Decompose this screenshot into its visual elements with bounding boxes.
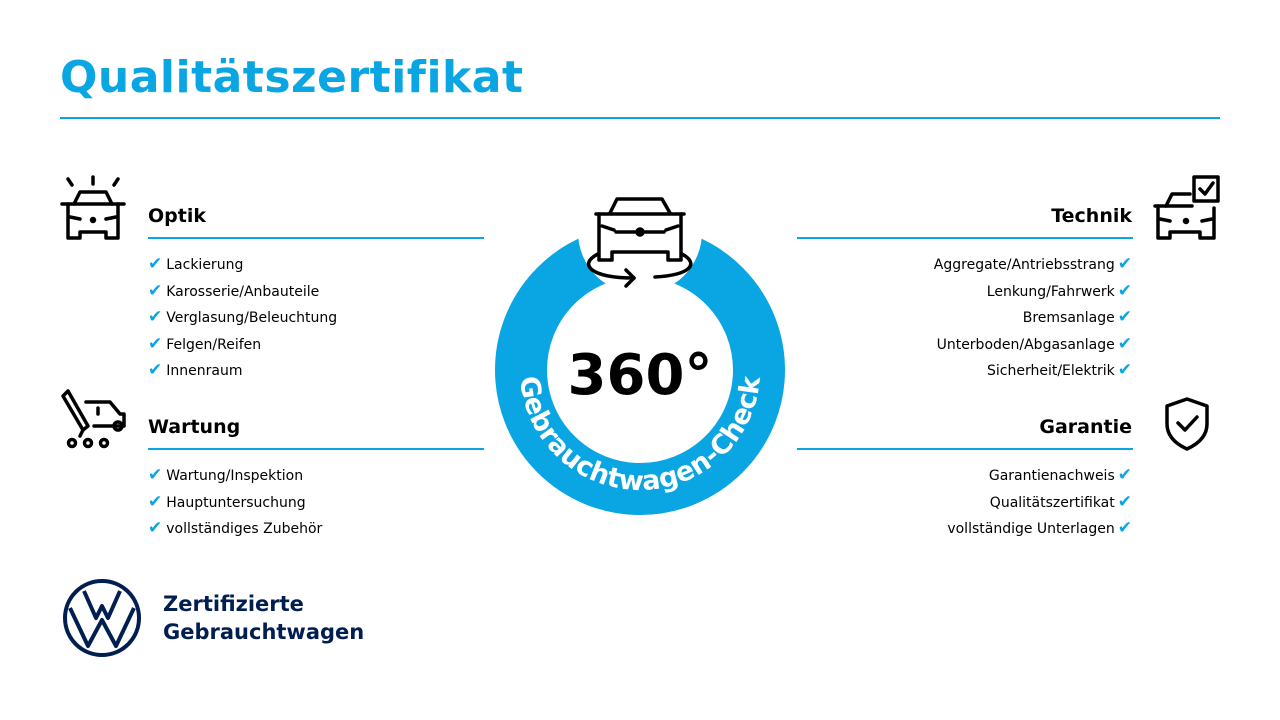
section-divider	[148, 448, 484, 450]
check-icon: ✔	[1117, 518, 1132, 538]
car-lights-icon	[58, 174, 128, 244]
list-item: ✔ vollständiges Zubehör	[148, 518, 323, 538]
check-icon: ✔	[148, 333, 163, 354]
brand-text: Zertifizierte Gebrauchtwagen	[163, 590, 364, 646]
list-garantie: Garantienachweis ✔ Qualitätszertifikat ✔ v…	[947, 463, 1132, 543]
page-title: Qualitätszertifikat	[60, 52, 524, 103]
section-title-wartung: Wartung	[148, 416, 241, 438]
check-icon: ✔	[148, 254, 163, 274]
car-rotate-icon	[586, 197, 693, 288]
list-item: Unterboden/Abgasanlage ✔	[936, 333, 1132, 354]
check-icon: ✔	[1117, 333, 1132, 354]
check-badge: 360° Gebrauchtwagen-Check	[495, 180, 785, 515]
check-icon: ✔	[148, 518, 163, 538]
check-icon: ✔	[1117, 465, 1132, 485]
check-icon: ✔	[1117, 280, 1132, 301]
list-item: vollständige Unterlagen ✔	[947, 518, 1132, 538]
brand-line-1: Zertifizierte	[163, 592, 304, 616]
list-item: ✔ Lackierung	[148, 254, 244, 274]
service-tools-icon	[58, 388, 128, 453]
check-icon: ✔	[148, 465, 163, 485]
list-item: Bremsanlage ✔	[1022, 307, 1132, 327]
list-item: Garantienachweis ✔	[988, 465, 1132, 485]
list-item: Aggregate/Antriebsstrang ✔	[933, 254, 1132, 274]
ring-gap	[578, 180, 702, 294]
badge-number: 360°	[568, 343, 713, 408]
check-icon: ✔	[148, 307, 163, 327]
check-icon: ✔	[1117, 360, 1132, 380]
section-title-technik: Technik	[1051, 205, 1132, 227]
vw-logo	[63, 579, 141, 657]
title-divider	[60, 117, 1220, 119]
check-icon: ✔	[148, 491, 163, 512]
list-wartung: ✔ Wartung/Inspektion ✔ Hauptuntersuchung ✔…	[148, 463, 322, 543]
section-divider	[797, 448, 1133, 450]
list-item: Sicherheit/Elektrik ✔	[987, 360, 1132, 380]
list-item: ✔ Innenraum	[148, 360, 243, 380]
check-icon: ✔	[148, 360, 163, 380]
list-item: ✔ Wartung/Inspektion	[148, 465, 304, 485]
shield-check-icon	[1162, 396, 1212, 452]
brand-line-2: Gebrauchtwagen	[163, 620, 365, 644]
section-title-garantie: Garantie	[1039, 416, 1132, 438]
list-item: Lenkung/Fahrwerk ✔	[986, 280, 1132, 301]
car-checkbox-icon	[1152, 174, 1222, 244]
check-icon: ✔	[1117, 254, 1132, 274]
list-item: ✔ Hauptuntersuchung	[148, 491, 306, 512]
list-item: ✔ Felgen/Reifen	[148, 333, 262, 354]
section-divider	[148, 237, 484, 239]
list-technik: Aggregate/Antriebsstrang ✔ Lenkung/Fahrwe…	[934, 252, 1132, 385]
list-item: ✔ Verglasung/Beleuchtung	[148, 307, 338, 327]
list-item: Qualitätszertifikat ✔	[989, 491, 1132, 512]
section-title-optik: Optik	[148, 205, 206, 227]
check-icon: ✔	[148, 280, 163, 301]
check-icon: ✔	[1117, 307, 1132, 327]
list-item: ✔ Karosserie/Anbauteile	[148, 280, 320, 301]
section-divider	[797, 237, 1133, 239]
list-optik: ✔ Lackierung ✔ Karosserie/Anbauteile ✔ Verg…	[148, 252, 337, 385]
check-icon: ✔	[1117, 491, 1132, 512]
